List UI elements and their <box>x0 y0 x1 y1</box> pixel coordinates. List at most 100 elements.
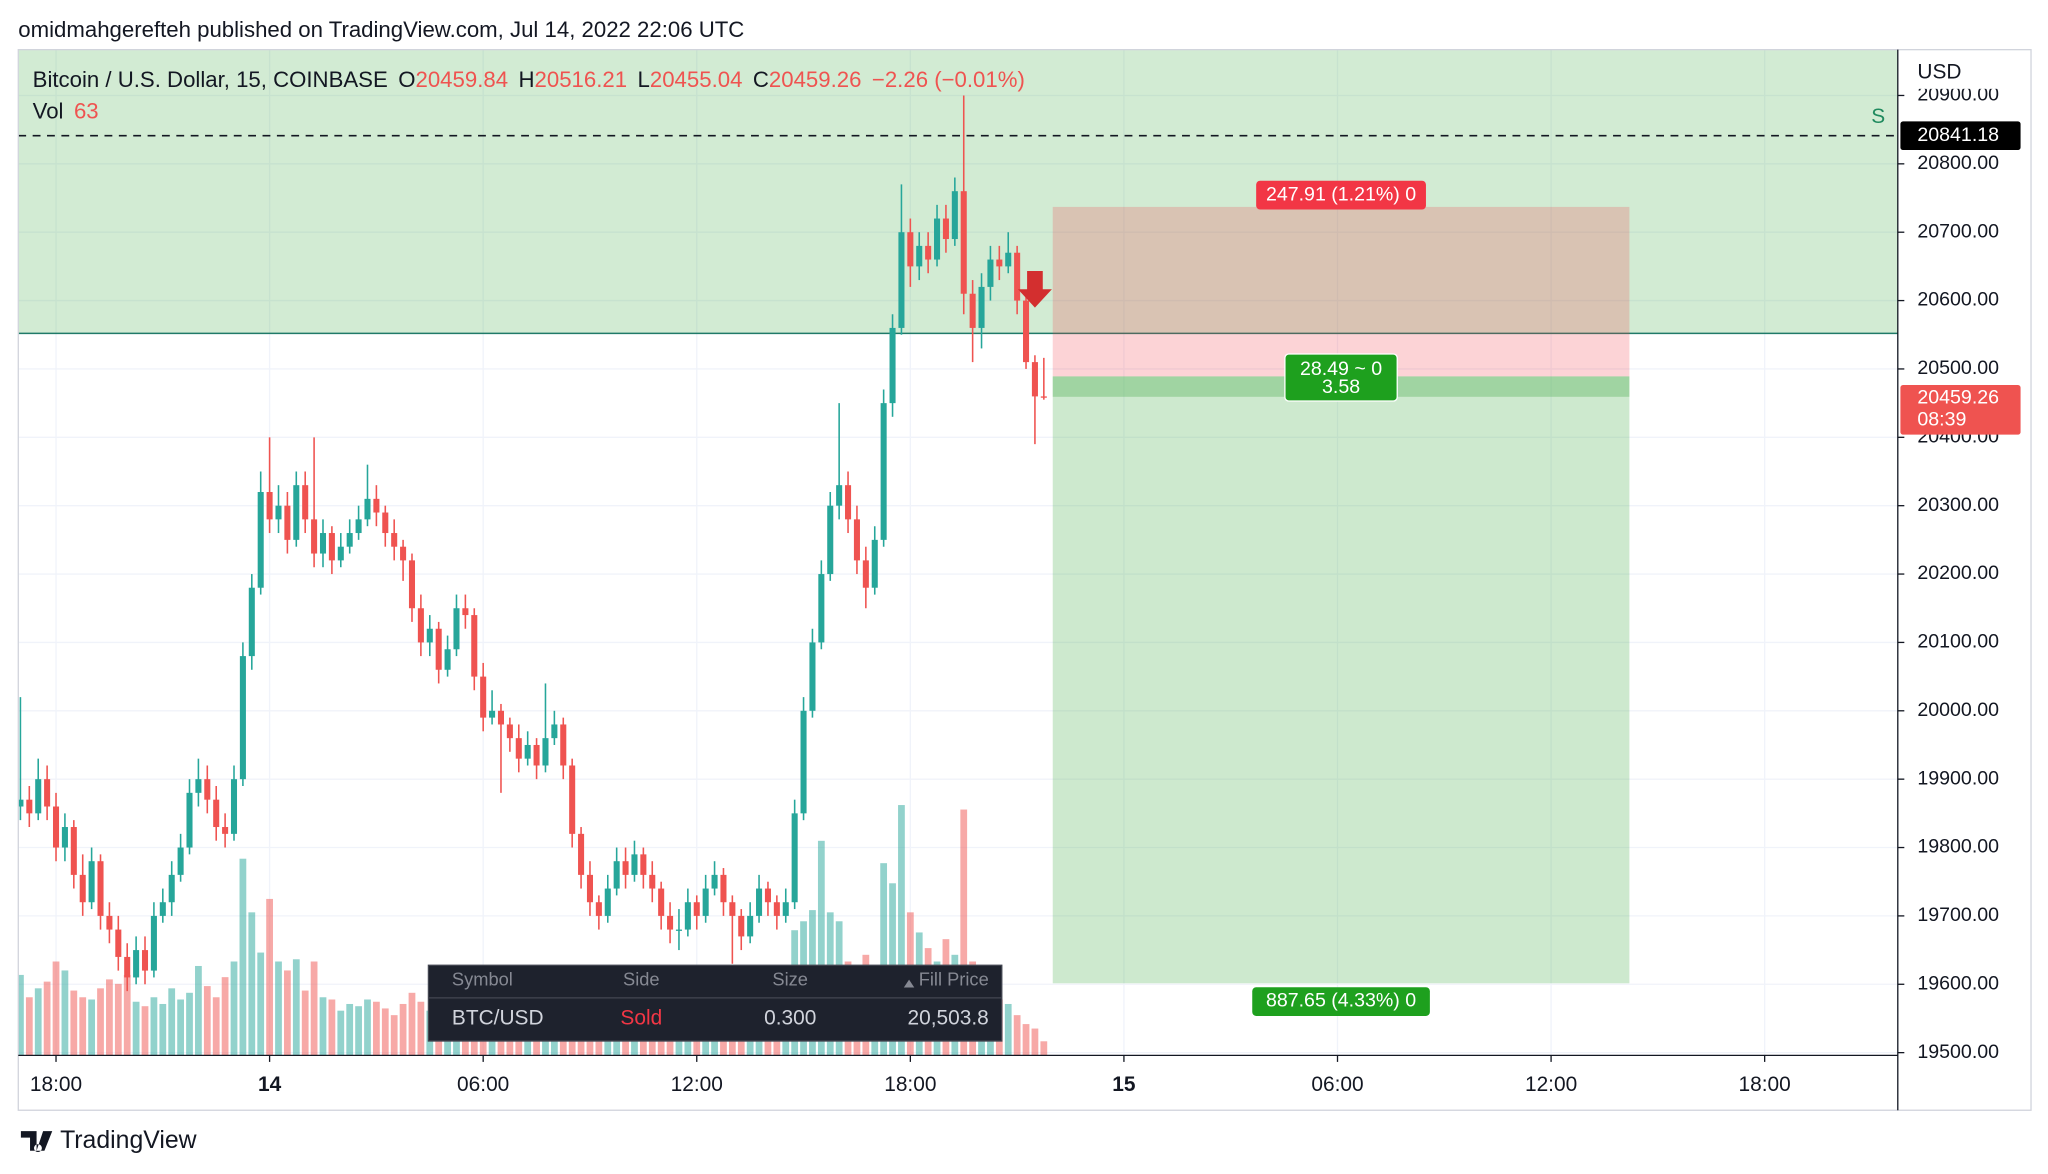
table-cell: BTC/USD <box>452 1006 544 1029</box>
volume-bar <box>399 1003 407 1056</box>
candle-body <box>524 744 531 759</box>
y-tick-label: 19600.00 <box>1917 972 1999 994</box>
volume-bar <box>221 977 229 1056</box>
candle-body <box>916 245 923 267</box>
candle-body <box>702 888 709 916</box>
candle-body <box>186 792 193 848</box>
ref-label: 20841.18 <box>1917 124 1999 146</box>
candle-body <box>658 888 665 916</box>
volume-bar <box>18 974 24 1056</box>
candle-body <box>248 587 255 657</box>
candle-body <box>311 519 318 554</box>
candle-body <box>319 533 327 554</box>
legend-item: Vol <box>33 98 64 123</box>
legend-item: 20516.21 <box>535 67 628 92</box>
candle-body <box>800 710 807 814</box>
candle-body <box>382 512 389 534</box>
volume-bar <box>355 1006 362 1056</box>
y-tick-label: 20100.00 <box>1917 631 1999 653</box>
volume-bar <box>168 988 176 1056</box>
sort-icon <box>903 979 915 988</box>
y-tick-label: 20700.00 <box>1917 220 1999 242</box>
ref-label-bg <box>1900 121 2021 151</box>
candle-body <box>141 950 149 971</box>
candle-body <box>604 888 611 916</box>
candle-body <box>506 724 513 739</box>
candle-body <box>889 327 896 404</box>
volume-bar <box>43 981 51 1056</box>
candle-body <box>257 492 264 588</box>
volume-bar <box>292 959 300 1056</box>
candle-body <box>738 915 745 937</box>
candle-body <box>168 874 175 903</box>
candle-body <box>578 833 585 875</box>
volume-bar <box>275 961 282 1056</box>
candle-body <box>764 888 771 903</box>
legend-item: O <box>398 67 415 92</box>
x-tick-label: 18:00 <box>1739 1073 1791 1096</box>
candle-body <box>613 861 620 889</box>
legend-item: 20455.04 <box>650 67 743 92</box>
volume-bar <box>960 809 968 1056</box>
volume-bar <box>123 974 131 1056</box>
candle-body <box>978 286 985 328</box>
candle-body <box>391 533 398 547</box>
volume-bar <box>310 961 318 1056</box>
plot-area <box>18 49 1898 1056</box>
candle-body <box>942 218 949 240</box>
candle-body <box>26 799 33 814</box>
volume-bar <box>239 858 247 1056</box>
x-tick-label: 06:00 <box>1311 1073 1363 1096</box>
volume-bar <box>25 997 33 1056</box>
candle-body <box>1023 300 1030 363</box>
candle-body <box>622 861 629 875</box>
candle-body <box>756 888 763 916</box>
candle-body <box>729 902 736 916</box>
candle-body <box>489 710 496 718</box>
candle-body <box>836 485 843 506</box>
candle-body <box>400 546 407 561</box>
candle-body <box>373 498 380 513</box>
legend-item: 20459.26 <box>769 67 862 92</box>
y-tick-label: 20200.00 <box>1917 562 1999 584</box>
candle-body <box>115 929 122 957</box>
volume-bar <box>114 983 122 1056</box>
x-tick-label: 18:00 <box>30 1073 82 1096</box>
candle-body <box>969 293 976 328</box>
candle-body <box>586 874 593 903</box>
y-tick-label: 20500.00 <box>1917 357 1999 379</box>
candle-body <box>1005 252 1012 267</box>
legend-item: −2.26 (−0.01%) <box>872 67 1025 92</box>
candle-body <box>35 779 42 814</box>
volume-bar <box>141 1006 149 1056</box>
volume-bar <box>373 1001 380 1056</box>
countdown: 08:39 <box>1917 408 1966 430</box>
candle-body <box>150 915 157 971</box>
volume-bar <box>106 979 113 1056</box>
candle-body <box>1014 252 1021 301</box>
target-zone <box>1052 376 1630 984</box>
candle-body <box>222 827 229 834</box>
position-label: 247.91 (1.21%) 0 <box>1266 183 1416 205</box>
candle-body <box>328 533 335 561</box>
header: omidmahgerefteh published on TradingView… <box>18 17 744 42</box>
stop-zone <box>1052 206 1630 377</box>
volume-bar <box>1013 1015 1021 1056</box>
candle-body <box>266 492 273 520</box>
candle-body <box>934 218 941 260</box>
candle-body <box>595 902 602 916</box>
candle-body <box>684 902 691 930</box>
candle-body <box>960 191 967 294</box>
y-tick-label: 19500.00 <box>1917 1041 1999 1063</box>
y-tick-label: 19800.00 <box>1917 836 1999 858</box>
candle-body <box>61 827 68 848</box>
candle-body <box>880 403 887 540</box>
volume-bar <box>186 992 193 1056</box>
volume-bar <box>70 990 78 1056</box>
candle-body <box>871 539 878 588</box>
position-label: 887.65 (4.33%) 0 <box>1266 990 1416 1012</box>
zone-label: S <box>1871 105 1885 128</box>
